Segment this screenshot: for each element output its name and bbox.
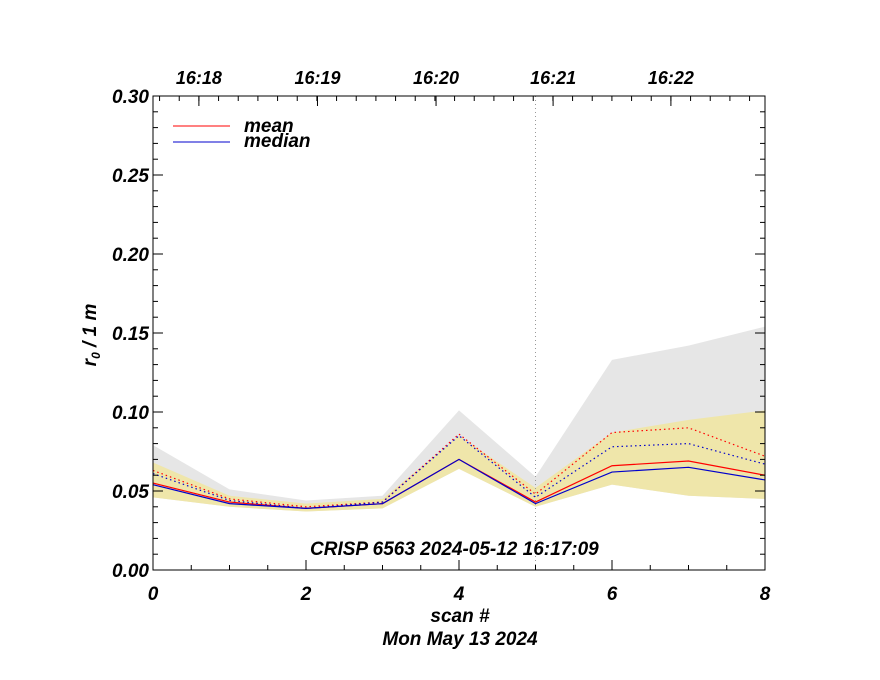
- band-1: [153, 410, 765, 512]
- x-axis-subtitle: Mon May 13 2024: [382, 629, 538, 650]
- time-tick-label: 16:18: [176, 68, 222, 88]
- y-tick-label: 0.05: [112, 482, 149, 503]
- range-bands: [153, 326, 765, 512]
- x-tick-label: 8: [760, 584, 771, 605]
- y-tick-label: 0.20: [112, 245, 149, 266]
- y-tick-label: 0.15: [112, 324, 149, 345]
- y-axis-title-unit: / 1 m: [80, 304, 101, 353]
- legend-label-median: median: [244, 131, 311, 152]
- chart-annotation: CRISP 6563 2024-05-12 16:17:09: [310, 539, 599, 560]
- x-tick-label: 6: [607, 584, 618, 605]
- legend: mean median: [173, 116, 311, 152]
- y-tick-label: 0.30: [112, 87, 149, 108]
- x-tick-label: 4: [453, 584, 465, 605]
- series-lines: [152, 427, 766, 509]
- y-tick-label: 0.00: [112, 561, 149, 582]
- x-tick-label: 0: [148, 584, 159, 605]
- time-tick-label: 16:20: [413, 68, 459, 88]
- y-tick-label: 0.10: [112, 403, 149, 424]
- x-axis-title: scan #: [430, 606, 490, 627]
- series-line-dotted-3: [152, 434, 766, 509]
- series-line-median: [152, 458, 766, 509]
- x-tick-label: 2: [300, 584, 312, 605]
- time-tick-label: 16:22: [648, 68, 694, 88]
- time-tick-label: 16:19: [294, 68, 340, 88]
- y-axis-title-subscript: 0: [89, 352, 103, 359]
- y-axis-title: r0 / 1 m: [80, 304, 103, 367]
- y-tick-label: 0.25: [112, 166, 149, 187]
- tick-labels: 0 2 4 6 8 16:18 16:19 16:20 16:21 16:22 0.00 0.05 0.…: [112, 68, 771, 605]
- time-tick-label: 16:21: [530, 68, 576, 88]
- y-axis-title-symbol: r: [80, 357, 101, 366]
- axis-ticks: [152, 95, 766, 571]
- legend-label-mean: mean: [244, 116, 294, 137]
